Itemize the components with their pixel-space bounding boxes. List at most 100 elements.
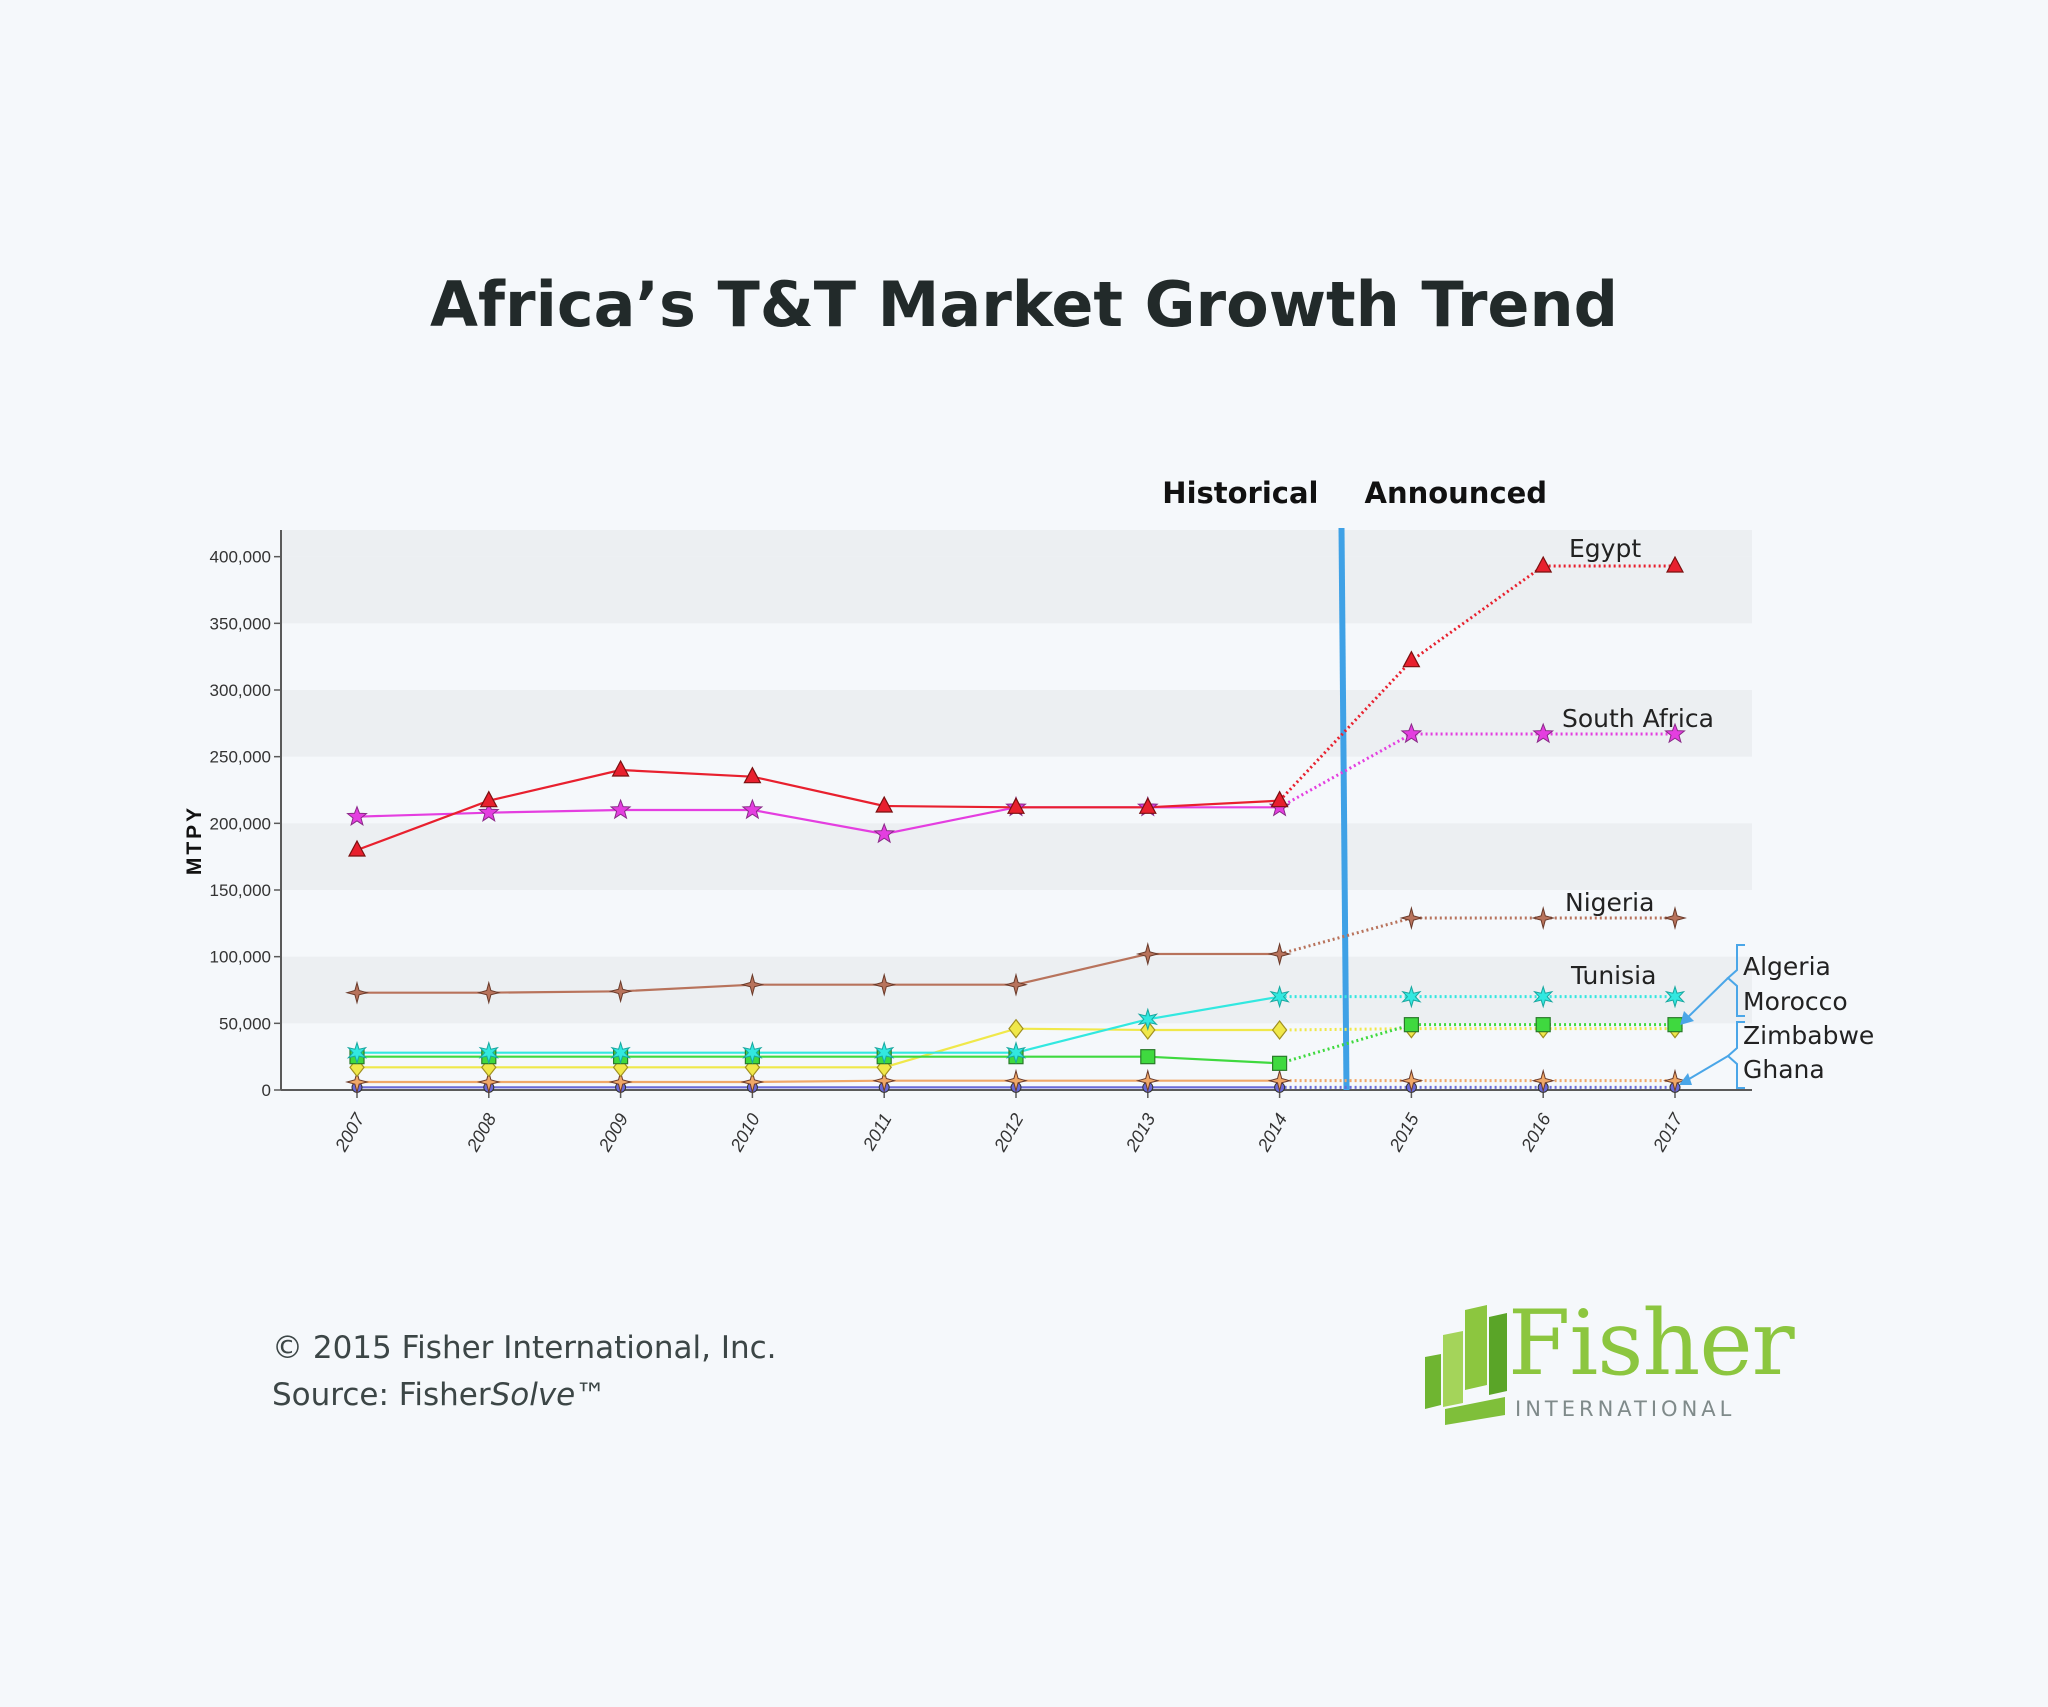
marker-south-africa (477, 801, 500, 822)
marker-south-africa (346, 805, 368, 826)
marker-south-africa (1664, 722, 1686, 744)
x-tick-label: 2014 (1253, 1110, 1291, 1156)
marker-zimbabwe (1004, 1068, 1028, 1093)
marker-zimbabwe (345, 1070, 369, 1094)
logo-subtitle: INTERNATIONAL (1515, 1397, 1736, 1421)
arrow-lower (1683, 1055, 1729, 1083)
marker-nigeria (1531, 906, 1556, 930)
marker-nigeria (1399, 906, 1424, 930)
marker-south-africa (1400, 722, 1423, 744)
marker-tunisia (873, 1040, 895, 1065)
marker-tunisia (1401, 984, 1422, 1009)
y-tick-label: 100,000 (210, 948, 271, 967)
series-line-announced-egypt (1278, 564, 1675, 802)
marker-nigeria (608, 979, 633, 1004)
logo-mark-icon (1425, 1305, 1507, 1425)
marker-egypt (1666, 555, 1684, 573)
marker-egypt (1534, 555, 1553, 573)
label-zimbabwe: Zimbabwe (1743, 1021, 1874, 1050)
marker-morocco (744, 1057, 761, 1078)
marker-algeria (1271, 1055, 1288, 1071)
marker-morocco (1008, 1018, 1024, 1039)
marker-algeria (1403, 1017, 1420, 1033)
marker-morocco (349, 1057, 365, 1078)
grid-band (281, 690, 1752, 757)
marker-nigeria (1135, 942, 1160, 966)
marker-algeria (1140, 1049, 1156, 1065)
x-tick-label: 2011 (858, 1110, 895, 1154)
marker-morocco (1271, 1020, 1288, 1040)
marker-egypt (1138, 797, 1157, 814)
y-tick-label: 0 (262, 1081, 271, 1100)
series-line-tunisia (357, 995, 1280, 1054)
series-markers (345, 555, 1687, 1094)
marker-south-africa (741, 798, 764, 820)
source-prefix: Source: Fisher (272, 1377, 491, 1413)
copyright-text: © 2015 Fisher International, Inc. (272, 1330, 777, 1366)
historical-label: Historical (1162, 476, 1318, 510)
marker-nigeria (1004, 972, 1028, 997)
marker-tunisia (610, 1040, 631, 1065)
marker-nigeria (345, 980, 369, 1005)
marker-egypt (1402, 650, 1421, 668)
series-line-announced-nigeria (1279, 916, 1675, 956)
y-tick-label: 150,000 (210, 881, 271, 900)
label-ghana: Ghana (1743, 1055, 1825, 1084)
marker-nigeria (476, 980, 501, 1005)
source-suffix: ™ (575, 1377, 607, 1413)
marker-zimbabwe (1267, 1068, 1292, 1093)
marker-nigeria (872, 972, 897, 997)
marker-morocco (876, 1057, 892, 1078)
x-tick-label: 2016 (1517, 1109, 1555, 1155)
marker-egypt (611, 759, 630, 777)
marker-zimbabwe (1663, 1068, 1687, 1093)
marker-south-africa (873, 822, 896, 844)
marker-south-africa (609, 798, 632, 820)
y-tick-label: 50,000 (219, 1014, 271, 1033)
marker-algeria (1667, 1017, 1683, 1033)
marker-south-africa (1532, 722, 1555, 744)
marker-egypt (1007, 797, 1025, 814)
arrow-upper (1683, 977, 1729, 1022)
marker-zimbabwe (476, 1070, 501, 1094)
grid-band (281, 556, 1752, 624)
x-tick-label: 2007 (331, 1109, 369, 1155)
source-text: Source: FisherSolve™ (272, 1377, 606, 1413)
x-tick-label: 2012 (990, 1110, 1028, 1156)
marker-morocco (612, 1057, 629, 1078)
series-line-egypt (356, 768, 1280, 852)
marker-zimbabwe (1531, 1068, 1556, 1093)
label-tunisia: Tunisia (1570, 961, 1656, 990)
grid-band (281, 823, 1752, 890)
marker-nigeria (1267, 942, 1292, 966)
series-line-announced-algeria (1279, 1023, 1675, 1065)
x-tick-label: 2010 (726, 1110, 764, 1156)
series-line-algeria (357, 1055, 1280, 1065)
series-line-announced-morocco (1279, 1027, 1675, 1032)
marker-tunisia (1664, 984, 1686, 1009)
marker-zimbabwe (740, 1070, 765, 1094)
y-tick-label: 300,000 (210, 681, 271, 700)
marker-egypt (1270, 790, 1289, 808)
marker-morocco (481, 1057, 497, 1078)
fisher-logo: Fisher INTERNATIONAL (1425, 1291, 1795, 1425)
marker-zimbabwe (1399, 1068, 1424, 1093)
x-tick-label: 2013 (1121, 1110, 1159, 1156)
label-algeria: Algeria (1743, 952, 1831, 981)
y-tick-label: 200,000 (210, 814, 271, 833)
y-axis-label: MTPY (183, 805, 206, 875)
marker-tunisia (742, 1040, 763, 1065)
arrow-lower-head (1679, 1073, 1692, 1085)
marker-zimbabwe (872, 1068, 897, 1093)
logo-word: Fisher (1508, 1291, 1795, 1396)
marker-tunisia (478, 1040, 500, 1065)
series-line-morocco (357, 1027, 1280, 1069)
grid-band (281, 530, 1752, 557)
label-egypt: Egypt (1569, 534, 1641, 563)
series-line-zimbabwe (357, 1079, 1280, 1084)
marker-algeria (1535, 1017, 1551, 1033)
marker-egypt (743, 766, 762, 784)
x-tick-label: 2008 (462, 1110, 500, 1156)
marker-tunisia (1137, 1007, 1159, 1032)
